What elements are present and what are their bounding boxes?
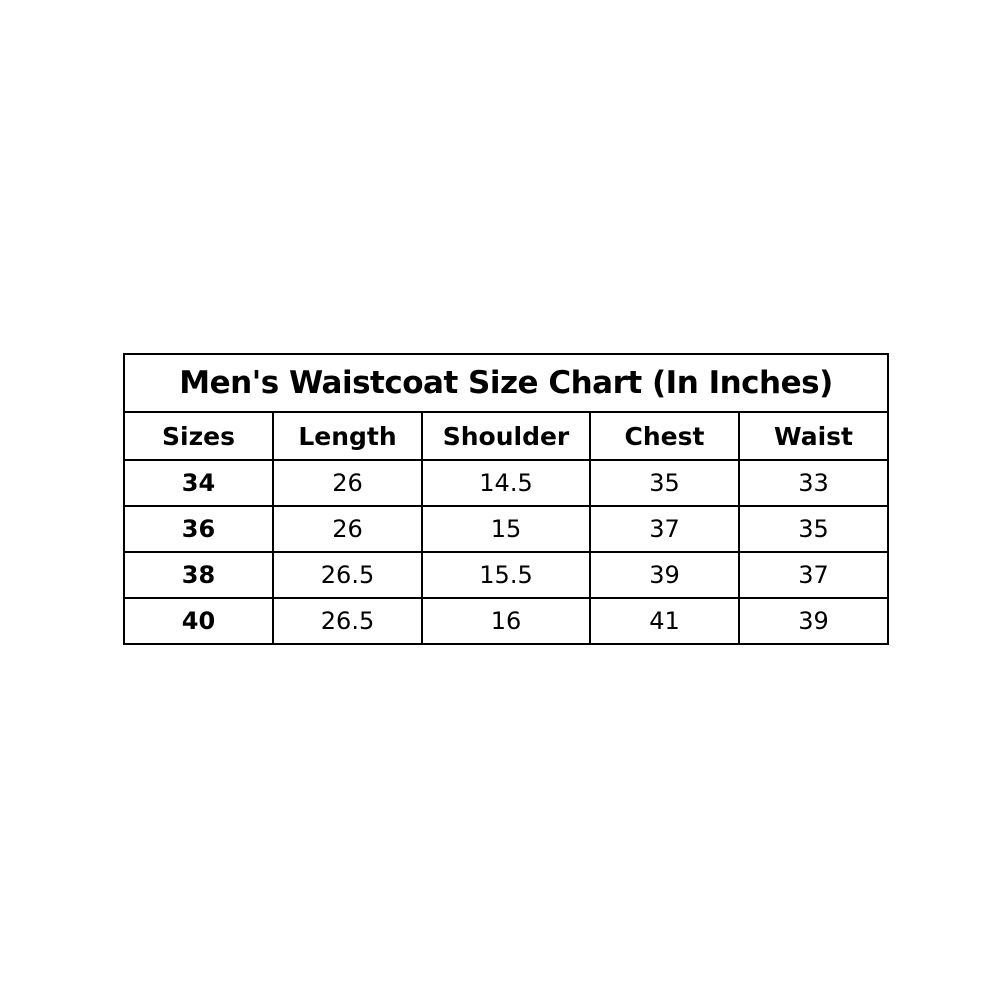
waist-cell: 35 (737, 505, 890, 553)
size-cell: 34 (123, 459, 274, 507)
header-row: Sizes Length Shoulder Chest Waist (123, 411, 890, 461)
waist-cell: 39 (737, 597, 890, 645)
table-row: 36 26 15 37 35 (123, 505, 890, 553)
size-cell: 40 (123, 597, 274, 645)
chest-cell: 39 (589, 551, 740, 599)
shoulder-cell: 15.5 (421, 551, 591, 599)
column-header: Sizes (123, 411, 274, 461)
length-cell: 26.5 (272, 551, 423, 599)
shoulder-cell: 16 (421, 597, 591, 645)
size-chart-table: Men's Waistcoat Size Chart (In Inches) S… (122, 353, 890, 645)
table-row: 40 26.5 16 41 39 (123, 597, 890, 645)
table-row: 34 26 14.5 35 33 (123, 459, 890, 507)
chest-cell: 35 (589, 459, 740, 507)
length-cell: 26 (272, 459, 423, 507)
chest-cell: 41 (589, 597, 740, 645)
size-cell: 36 (123, 505, 274, 553)
size-cell: 38 (123, 551, 274, 599)
length-cell: 26 (272, 505, 423, 553)
column-header: Length (272, 411, 423, 461)
column-header: Shoulder (421, 411, 591, 461)
shoulder-cell: 15 (421, 505, 591, 553)
chest-cell: 37 (589, 505, 740, 553)
waist-cell: 37 (737, 551, 890, 599)
length-cell: 26.5 (272, 597, 423, 645)
column-header: Waist (737, 411, 890, 461)
waist-cell: 33 (737, 459, 890, 507)
table-title: Men's Waistcoat Size Chart (In Inches) (122, 353, 890, 413)
column-header: Chest (589, 411, 740, 461)
shoulder-cell: 14.5 (421, 459, 591, 507)
table-row: 38 26.5 15.5 39 37 (123, 551, 890, 599)
